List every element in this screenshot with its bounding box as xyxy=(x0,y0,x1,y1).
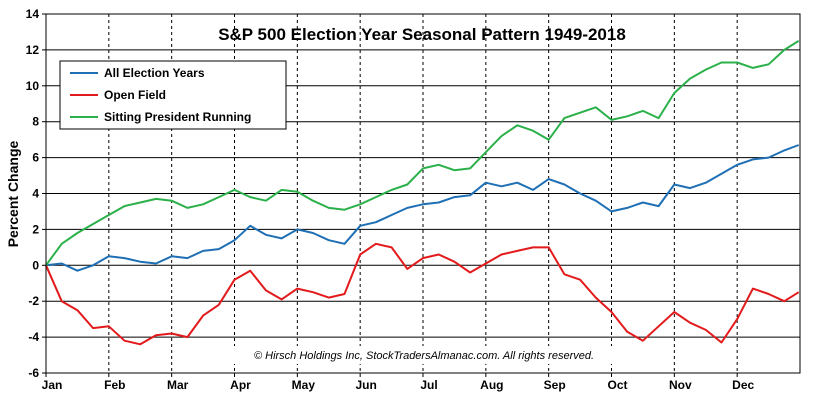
y-tick-label: 6 xyxy=(32,151,39,165)
y-tick-label: -4 xyxy=(28,330,39,344)
x-tick-label: Aug xyxy=(480,378,503,392)
x-tick-label: Feb xyxy=(104,378,125,392)
y-tick-label: 10 xyxy=(26,79,40,93)
y-tick-label: 2 xyxy=(32,222,39,236)
series-line-2 xyxy=(45,242,800,346)
legend: All Election Years Open Field Sitting Pres… xyxy=(59,60,287,130)
legend-label-2: Open Field xyxy=(104,88,166,102)
x-tick-label: Nov xyxy=(669,378,692,392)
y-tick-label: 8 xyxy=(32,115,39,129)
legend-label-3: Sitting President Running xyxy=(104,110,251,124)
y-tick-label: -2 xyxy=(28,294,39,308)
series-layer xyxy=(45,40,800,346)
x-tick-label: Mar xyxy=(167,378,189,392)
legend-label-1: All Election Years xyxy=(104,66,205,80)
x-tick-label: Sep xyxy=(544,378,566,392)
x-tick-label: May xyxy=(292,378,316,392)
copyright-notice: © Hirsch Holdings Inc, StockTradersAlman… xyxy=(254,350,594,362)
y-tick-label: 4 xyxy=(32,187,39,201)
chart-title: S&P 500 Election Year Seasonal Pattern 1… xyxy=(218,25,626,44)
series-line-1 xyxy=(45,144,800,272)
x-tick-label: Jan xyxy=(42,378,63,392)
series-line-3 xyxy=(45,40,800,266)
x-axis-ticks: Jan Feb Mar Apr May Jun Jul Aug Sep Oct Nov Dec xyxy=(42,373,754,392)
y-axis-ticks: -6 -4 -2 0 2 4 6 8 10 12 14 xyxy=(26,7,46,380)
x-tick-label: Jul xyxy=(420,378,437,392)
y-axis-label: Percent Change xyxy=(5,140,21,247)
y-tick-label: 14 xyxy=(26,7,40,21)
copyright-background xyxy=(232,346,615,364)
x-tick-label: Jun xyxy=(355,378,376,392)
y-tick-label: 12 xyxy=(26,43,40,57)
x-tick-label: Oct xyxy=(607,378,627,392)
y-tick-label: -6 xyxy=(28,366,39,380)
x-tick-label: Apr xyxy=(230,378,251,392)
y-tick-label: 0 xyxy=(32,258,39,272)
x-tick-label: Dec xyxy=(732,378,754,392)
